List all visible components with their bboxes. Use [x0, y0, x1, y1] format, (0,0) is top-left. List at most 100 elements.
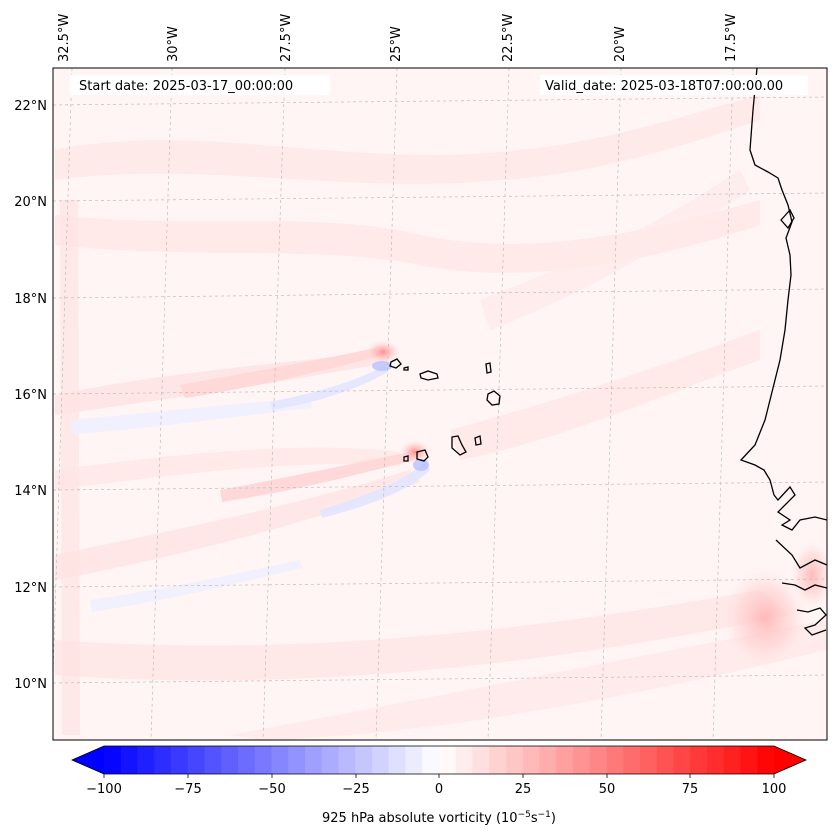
colorbar-tick-label: −100 [86, 782, 122, 797]
colorbar-bin [154, 746, 172, 774]
colorbar-tick-label: 75 [682, 782, 699, 797]
colorbar-bin [254, 746, 272, 774]
vorticity-band [55, 470, 420, 580]
island-sal [485, 362, 492, 374]
vorticity-band [480, 170, 750, 330]
vorticity-field [55, 95, 827, 740]
colorbar-bin [539, 746, 557, 774]
colorbar-bin [137, 746, 155, 774]
colorbar-bin [573, 746, 591, 774]
vorticity-maximum [790, 540, 827, 610]
colorbar-tick-label: −75 [174, 782, 201, 797]
vorticity-band [450, 330, 760, 460]
start-date-box [70, 75, 330, 95]
island-fogo [416, 449, 429, 462]
lat-label: 20°N [14, 195, 47, 210]
colorbar-bin [187, 746, 205, 774]
lon-label: 25°W [389, 26, 404, 62]
colorbar-bin [321, 746, 339, 774]
colorbar-bin [522, 746, 540, 774]
colorbar-bin [589, 746, 607, 774]
valid-date-box [540, 75, 808, 95]
colorbar-bin [338, 746, 356, 774]
colorbar-bin [690, 746, 708, 774]
vorticity-band [270, 365, 388, 410]
vorticity-band [60, 200, 80, 735]
colorbar-bin [640, 746, 658, 774]
colorbar-bin [171, 746, 189, 774]
colorbar-bin [405, 746, 423, 774]
lat-label: 18°N [14, 292, 47, 307]
colorbar-bin [120, 746, 138, 774]
island-sao-vicente [403, 366, 409, 371]
colorbar-tick-labels: −100 −75 −50 −25 0 25 50 75 100 [86, 782, 786, 797]
latitude-labels: 22°N 20°N 18°N 16°N 14°N 12°N 10°N [14, 99, 47, 692]
africa-coastline [781, 582, 827, 591]
colorbar-tick-label: −50 [258, 782, 285, 797]
vorticity-maximum [720, 566, 810, 670]
island-brava [403, 455, 409, 462]
africa-coastline [739, 68, 827, 531]
lat-label: 22°N [14, 99, 47, 114]
lon-label: 32.5°W [57, 14, 72, 62]
colorbar-tick-label: 50 [599, 782, 616, 797]
lon-label: 22.5°W [501, 14, 516, 62]
vorticity-band [70, 398, 312, 434]
lat-label: 16°N [14, 388, 47, 403]
lon-label: 17.5°W [724, 14, 739, 62]
colorbar-bin [388, 746, 406, 774]
vorticity-band [180, 348, 380, 398]
colorbar-tick-label: 100 [762, 782, 787, 797]
colorbar-label: 925 hPa absolute vorticity (10−5s−1) [322, 810, 556, 826]
vorticity-band [90, 560, 302, 612]
vorticity-minimum [413, 459, 429, 471]
lon-label: 27.5°W [279, 14, 294, 62]
vorticity-minimum [372, 361, 392, 371]
island-maio [474, 435, 482, 446]
africa-coastline [780, 208, 795, 230]
africa-coastline [796, 607, 827, 636]
map-frame [52, 67, 828, 741]
colorbar-bin [271, 746, 289, 774]
colorbar-bin [623, 746, 641, 774]
colorbar-bin [757, 746, 775, 774]
colorbar-bin [472, 746, 490, 774]
colorbar-bin [673, 746, 691, 774]
colorbar-bin [556, 746, 574, 774]
colorbar-bin [104, 746, 122, 774]
vorticity-band [220, 452, 414, 502]
island-santiago [451, 435, 467, 456]
colorbar-bin [723, 746, 741, 774]
vorticity-band [230, 620, 827, 740]
start-date-label: Start date: 2025-03-17_00:00:00 [79, 79, 293, 94]
coastlines [389, 68, 827, 636]
colorbar-bin [606, 746, 624, 774]
colorbar-bin [238, 746, 256, 774]
colorbar-bin [422, 746, 440, 774]
colorbar-bin [372, 746, 390, 774]
lon-label: 20°W [613, 26, 628, 62]
colorbar-bin [656, 746, 674, 774]
colorbar-max-extension [774, 746, 806, 774]
colorbar-bin [355, 746, 373, 774]
colorbar-bin [221, 746, 239, 774]
colorbar-bin [707, 746, 725, 774]
lon-label: 30°W [166, 26, 181, 62]
colorbar-tick-label: 0 [435, 782, 443, 797]
colorbar-bins [104, 746, 775, 774]
colorbar-bin [455, 746, 473, 774]
lat-label: 14°N [14, 484, 47, 499]
colorbar-bin [305, 746, 323, 774]
island-sao-nicolau [419, 370, 439, 381]
colorbar-min-extension [72, 746, 104, 774]
island-santo-antao [389, 358, 402, 369]
colorbar-tick-label: 25 [515, 782, 532, 797]
vorticity-maximum [365, 340, 401, 364]
lat-label: 12°N [14, 581, 47, 596]
colorbar-ticks [103, 774, 775, 778]
colorbar-bin [204, 746, 222, 774]
map-panel: Start date: 2025-03-17_00:00:00 Valid_da… [52, 67, 828, 741]
vorticity-band [55, 447, 400, 490]
vorticity-band [55, 95, 760, 184]
